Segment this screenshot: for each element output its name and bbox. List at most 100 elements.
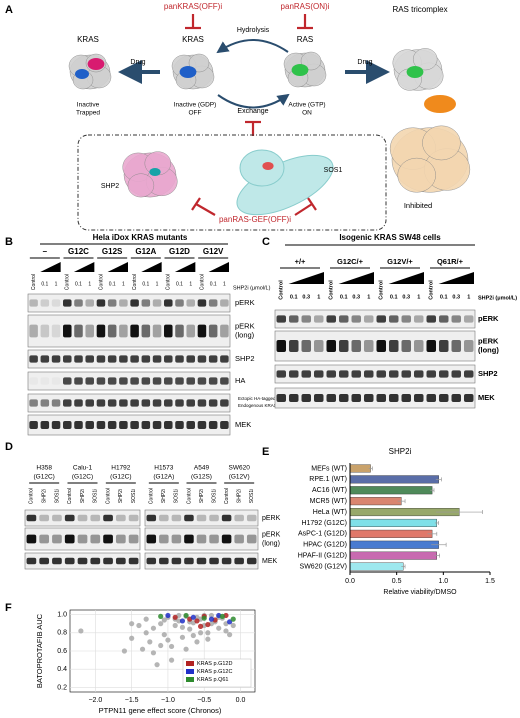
blot xyxy=(27,314,231,348)
bar xyxy=(349,529,433,538)
point xyxy=(230,622,236,629)
band xyxy=(40,421,50,429)
point xyxy=(139,646,146,652)
ligand xyxy=(87,58,105,70)
label: Control xyxy=(31,274,37,290)
category-label: H1792 (G12C) xyxy=(301,520,347,527)
band xyxy=(164,355,173,363)
band xyxy=(40,324,50,338)
band xyxy=(107,324,117,338)
band xyxy=(351,394,361,402)
band xyxy=(426,340,436,352)
band xyxy=(451,340,461,352)
point xyxy=(165,637,171,643)
protein xyxy=(422,125,461,161)
band xyxy=(171,514,182,522)
label: Exchange xyxy=(237,108,268,115)
label: SW620 xyxy=(229,465,251,472)
legend-swatch xyxy=(186,669,194,674)
point xyxy=(179,624,186,630)
protein xyxy=(397,157,436,193)
band xyxy=(464,394,474,402)
label: SOS1i xyxy=(249,489,255,503)
band xyxy=(197,377,207,385)
label: G12V/+ xyxy=(387,257,413,266)
label: KRAS xyxy=(182,35,204,44)
blot xyxy=(27,393,231,413)
band xyxy=(326,370,336,378)
band xyxy=(208,399,218,407)
band xyxy=(85,324,94,338)
band xyxy=(64,534,75,544)
point xyxy=(143,630,149,636)
band xyxy=(63,399,72,407)
label: Control xyxy=(429,280,435,300)
point xyxy=(78,628,84,634)
band xyxy=(208,377,218,385)
row-label: MEK xyxy=(478,393,495,402)
label: 1 xyxy=(156,281,159,287)
band xyxy=(85,421,94,429)
band xyxy=(107,377,117,385)
band xyxy=(175,324,184,338)
label: Drug xyxy=(357,59,372,66)
blot xyxy=(274,364,476,384)
legend-swatch xyxy=(186,677,194,682)
band xyxy=(221,557,232,565)
band xyxy=(119,399,128,407)
row-label: pERK xyxy=(478,336,499,345)
band xyxy=(314,340,324,352)
band xyxy=(107,355,117,363)
y-tick-label: 1.0 xyxy=(57,611,67,618)
point xyxy=(208,616,215,622)
band xyxy=(220,355,229,363)
band xyxy=(175,421,184,429)
ligand xyxy=(149,168,161,176)
blot xyxy=(27,371,231,391)
blot xyxy=(274,309,476,329)
band xyxy=(52,557,62,565)
protein xyxy=(188,53,210,73)
label: 0.1 xyxy=(390,294,398,300)
band xyxy=(426,370,436,378)
point xyxy=(129,635,135,641)
band xyxy=(29,299,38,307)
protein xyxy=(300,51,322,71)
band xyxy=(186,355,195,363)
band xyxy=(171,557,182,565)
label: 0.1 xyxy=(290,294,298,300)
bar xyxy=(349,540,439,549)
band xyxy=(115,557,126,565)
band xyxy=(196,514,207,522)
label: 0.1 xyxy=(142,281,149,287)
blot xyxy=(274,387,476,409)
blot xyxy=(24,509,141,527)
band xyxy=(197,355,207,363)
label: G12C/+ xyxy=(337,257,364,266)
label: Control xyxy=(65,274,71,290)
ligand xyxy=(179,66,197,78)
band xyxy=(96,324,106,338)
band xyxy=(186,421,195,429)
band-label: Endogenous KRAS xyxy=(238,403,277,408)
dose-wedge xyxy=(107,262,128,272)
point xyxy=(168,657,175,663)
label: +/+ xyxy=(295,257,306,266)
band xyxy=(276,315,286,323)
band xyxy=(29,324,38,338)
ligand xyxy=(291,64,309,76)
band xyxy=(389,340,399,352)
band xyxy=(119,299,128,307)
band xyxy=(164,377,173,385)
band xyxy=(301,340,311,352)
band xyxy=(376,370,386,378)
band xyxy=(175,377,184,385)
point xyxy=(205,630,211,636)
label: SHP2 xyxy=(101,183,119,190)
band xyxy=(208,299,218,307)
label: RAS xyxy=(297,35,313,44)
category-label: HPAC (G12D) xyxy=(303,542,347,549)
blot xyxy=(144,509,259,527)
point xyxy=(183,612,189,619)
band xyxy=(26,514,37,522)
